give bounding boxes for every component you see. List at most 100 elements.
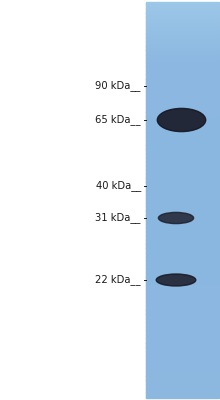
Bar xyxy=(146,136,219,138)
Bar xyxy=(146,10,219,11)
Bar xyxy=(146,124,219,126)
Bar xyxy=(146,81,219,82)
Bar xyxy=(146,151,219,152)
Bar xyxy=(146,371,219,373)
Bar xyxy=(146,386,219,388)
Bar xyxy=(146,102,219,104)
Text: 40 kDa__: 40 kDa__ xyxy=(95,180,141,192)
Bar xyxy=(146,24,219,26)
Bar xyxy=(146,122,219,124)
Bar xyxy=(146,276,219,278)
Bar xyxy=(146,353,219,354)
Bar xyxy=(146,101,219,102)
Bar xyxy=(146,345,219,346)
Bar xyxy=(146,192,219,193)
Bar xyxy=(146,279,219,280)
Bar xyxy=(146,251,219,253)
Bar xyxy=(146,223,219,225)
Bar xyxy=(146,74,219,76)
Bar xyxy=(146,174,219,176)
Bar xyxy=(146,168,219,170)
Bar xyxy=(146,16,219,18)
Bar xyxy=(146,127,219,129)
Bar xyxy=(146,94,219,96)
Bar xyxy=(146,170,219,172)
Bar xyxy=(146,88,219,89)
Bar xyxy=(146,320,219,322)
Bar xyxy=(146,222,219,224)
Bar xyxy=(146,326,219,328)
Bar xyxy=(146,135,219,137)
Bar xyxy=(146,324,219,326)
Bar xyxy=(146,200,219,201)
Bar xyxy=(146,333,219,335)
Bar xyxy=(146,35,219,36)
Bar xyxy=(146,86,219,88)
Bar xyxy=(146,38,219,40)
Bar xyxy=(146,85,219,86)
Bar xyxy=(146,286,219,287)
Bar xyxy=(146,275,219,276)
Bar xyxy=(146,380,219,382)
Bar xyxy=(146,284,219,286)
Bar xyxy=(146,384,219,386)
Bar xyxy=(146,178,219,180)
Bar xyxy=(146,130,219,131)
Bar xyxy=(146,106,219,108)
Bar xyxy=(146,298,219,300)
Bar xyxy=(146,325,219,327)
Bar xyxy=(146,216,219,217)
Bar xyxy=(146,32,219,34)
Bar xyxy=(146,348,219,349)
Bar xyxy=(146,126,219,127)
Bar xyxy=(146,231,219,233)
Bar xyxy=(146,18,219,19)
Bar xyxy=(146,202,219,204)
Bar xyxy=(146,118,219,120)
Bar xyxy=(146,274,219,275)
Bar xyxy=(146,173,219,175)
Bar xyxy=(146,259,219,261)
Bar xyxy=(146,37,219,39)
Bar xyxy=(146,242,219,244)
Bar xyxy=(146,206,219,208)
Bar xyxy=(146,218,219,220)
Bar xyxy=(146,306,219,308)
Bar xyxy=(146,219,219,221)
Bar xyxy=(146,225,219,226)
Bar xyxy=(146,313,219,315)
Bar xyxy=(146,234,219,236)
Bar xyxy=(146,184,219,186)
Bar xyxy=(146,256,219,258)
Bar xyxy=(146,336,219,337)
Bar xyxy=(146,189,219,191)
Bar xyxy=(146,84,219,85)
Bar xyxy=(146,14,219,15)
Text: 65 kDa__: 65 kDa__ xyxy=(95,114,141,126)
Bar xyxy=(146,20,219,22)
Bar xyxy=(146,8,219,10)
Bar xyxy=(146,391,219,393)
Bar xyxy=(146,42,219,44)
Bar xyxy=(146,221,219,222)
Bar xyxy=(146,164,219,166)
Bar xyxy=(146,132,219,134)
Bar xyxy=(146,383,219,385)
Bar xyxy=(146,382,219,384)
Bar xyxy=(146,152,219,154)
Bar xyxy=(146,68,219,69)
Bar xyxy=(146,230,219,232)
Bar xyxy=(146,308,219,310)
Bar xyxy=(146,77,219,78)
Bar xyxy=(146,209,219,210)
Ellipse shape xyxy=(158,212,194,224)
Bar xyxy=(146,394,219,395)
Bar xyxy=(146,27,219,28)
Text: 22 kDa__: 22 kDa__ xyxy=(95,274,141,286)
Bar xyxy=(146,40,219,42)
Bar xyxy=(146,355,219,357)
Bar xyxy=(146,271,219,273)
Bar xyxy=(146,227,219,229)
Bar xyxy=(146,376,219,378)
Bar xyxy=(146,317,219,319)
